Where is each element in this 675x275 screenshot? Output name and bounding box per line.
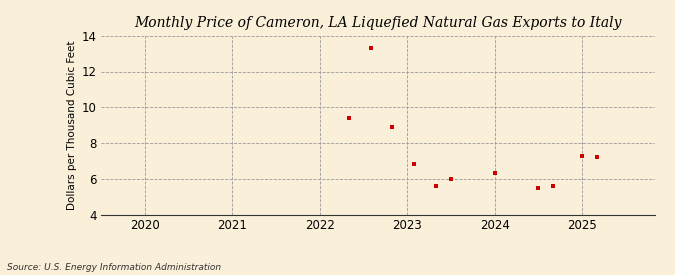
Point [431, 184, 441, 188]
Point [576, 153, 587, 158]
Point [592, 155, 603, 160]
Point [365, 46, 376, 51]
Point [533, 185, 544, 190]
Point [548, 184, 559, 188]
Point [409, 162, 420, 167]
Point [387, 125, 398, 129]
Title: Monthly Price of Cameron, LA Liquefied Natural Gas Exports to Italy: Monthly Price of Cameron, LA Liquefied N… [134, 16, 622, 31]
Point [344, 116, 354, 120]
Point [489, 171, 500, 176]
Point [446, 177, 456, 181]
Text: Source: U.S. Energy Information Administration: Source: U.S. Energy Information Administ… [7, 263, 221, 272]
Y-axis label: Dollars per Thousand Cubic Feet: Dollars per Thousand Cubic Feet [68, 40, 77, 210]
